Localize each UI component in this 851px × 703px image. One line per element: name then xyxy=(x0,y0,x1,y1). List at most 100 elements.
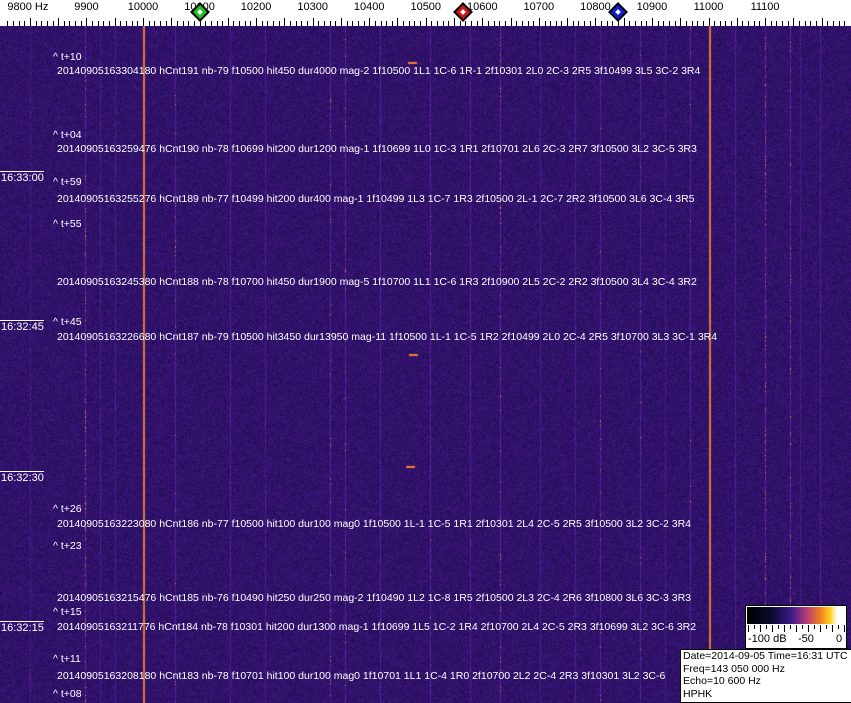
axis-tick xyxy=(397,18,398,26)
axis-tick xyxy=(53,21,54,26)
axis-tick xyxy=(245,21,246,26)
axis-tick xyxy=(663,21,664,26)
axis-tick xyxy=(364,21,365,26)
axis-tick xyxy=(567,18,568,26)
frequency-label: 10600 xyxy=(467,1,498,13)
axis-tick xyxy=(765,18,766,26)
axis-tick xyxy=(465,21,466,26)
axis-tick xyxy=(426,18,427,26)
axis-tick xyxy=(149,21,150,26)
axis-tick xyxy=(482,18,483,26)
axis-tick xyxy=(115,18,116,26)
axis-tick xyxy=(188,21,189,26)
axis-tick xyxy=(827,21,828,26)
offset-label: ^ t+55 xyxy=(53,218,82,230)
frequency-label: 11100 xyxy=(750,1,780,13)
axis-tick xyxy=(171,18,172,26)
axis-tick xyxy=(330,21,331,26)
axis-tick xyxy=(471,21,472,26)
axis-tick xyxy=(805,21,806,26)
time-label: 16:32:30 xyxy=(0,471,44,484)
axis-tick xyxy=(177,21,178,26)
axis-tick xyxy=(754,21,755,26)
axis-tick xyxy=(403,21,404,26)
axis-tick xyxy=(742,21,743,26)
axis-tick xyxy=(41,21,42,26)
axis-tick xyxy=(36,21,37,26)
axis-tick xyxy=(680,18,681,26)
scale-tick xyxy=(820,625,821,632)
offset-label: ^ t+23 xyxy=(53,540,82,552)
detection-line: 20140905163255276 hCnt189 nb-77 f10499 h… xyxy=(57,193,695,205)
axis-tick xyxy=(81,21,82,26)
axis-tick xyxy=(369,18,370,26)
axis-tick xyxy=(488,21,489,26)
detection-line: 20140905163226680 hCnt187 nb-79 f10500 h… xyxy=(57,331,718,343)
axis-tick xyxy=(284,18,285,26)
axis-tick xyxy=(211,21,212,26)
offset-label: ^ t+15 xyxy=(53,606,82,618)
offset-label: ^ t+10 xyxy=(53,51,82,63)
axis-tick xyxy=(86,18,87,26)
time-label: 16:32:15 xyxy=(0,621,44,634)
frequency-label: 10400 xyxy=(353,1,385,13)
date-time: Date=2014-09-05 Time=16:31 UTC xyxy=(683,650,848,662)
axis-tick xyxy=(205,21,206,26)
time-label: 16:33:00 xyxy=(0,171,44,184)
scale-tick xyxy=(754,625,755,629)
axis-tick xyxy=(584,21,585,26)
frequency-axis: 9800 Hz990010000101001020010300104001050… xyxy=(0,0,851,26)
axis-tick xyxy=(669,21,670,26)
axis-tick xyxy=(103,21,104,26)
detection-line: 20140905163245380 hCnt188 nb-78 f10700 h… xyxy=(57,276,697,288)
axis-tick xyxy=(154,21,155,26)
axis-tick xyxy=(318,21,319,26)
axis-tick xyxy=(126,21,127,26)
axis-tick xyxy=(109,21,110,26)
axis-tick xyxy=(222,21,223,26)
station-name: HPHK xyxy=(683,687,713,700)
axis-tick xyxy=(839,21,840,26)
axis-tick xyxy=(160,21,161,26)
axis-tick xyxy=(799,21,800,26)
axis-tick xyxy=(697,21,698,26)
axis-tick xyxy=(183,21,184,26)
axis-tick xyxy=(437,21,438,26)
offset-label: ^ t+11 xyxy=(53,653,81,665)
axis-tick xyxy=(601,21,602,26)
axis-tick xyxy=(250,21,251,26)
detection-line: 20140905163259476 hCnt190 nb-78 f10699 h… xyxy=(57,143,697,155)
axis-tick xyxy=(347,21,348,26)
axis-tick xyxy=(19,21,20,26)
axis-tick xyxy=(533,21,534,26)
frequency-label: 10200 xyxy=(240,1,272,13)
axis-tick xyxy=(217,21,218,26)
frequency-label: 9800 Hz xyxy=(7,1,49,13)
axis-tick xyxy=(528,21,529,26)
scale-label-mid: -50 xyxy=(798,633,814,645)
axis-tick xyxy=(646,21,647,26)
scale-tick xyxy=(814,625,815,629)
waterfall-spectrogram xyxy=(0,26,851,703)
axis-tick xyxy=(720,21,721,26)
frequency-label: 10500 xyxy=(410,1,442,13)
axis-tick xyxy=(788,21,789,26)
axis-tick xyxy=(409,21,410,26)
axis-tick xyxy=(658,21,659,26)
axis-tick xyxy=(612,21,613,26)
scale-tick xyxy=(766,625,767,629)
scale-label-min: -100 dB xyxy=(748,633,787,645)
axis-tick xyxy=(335,21,336,26)
axis-tick xyxy=(641,21,642,26)
axis-tick xyxy=(714,21,715,26)
scale-tick xyxy=(790,625,791,629)
offset-label: ^ t+59 xyxy=(53,176,82,188)
axis-tick xyxy=(301,21,302,26)
axis-tick xyxy=(539,18,540,26)
color-scale-legend: -100 dB -50 0 xyxy=(745,605,847,649)
axis-tick xyxy=(822,18,823,26)
offset-label: ^ t+26 xyxy=(53,503,82,515)
axis-tick xyxy=(692,21,693,26)
axis-tick xyxy=(629,21,630,26)
